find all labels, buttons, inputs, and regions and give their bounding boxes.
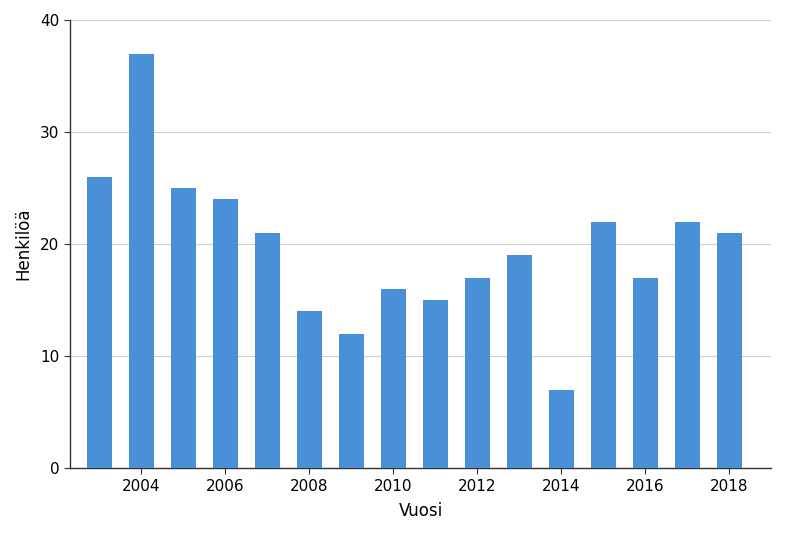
Bar [633,278,658,468]
Bar [674,222,699,468]
X-axis label: Vuosi: Vuosi [399,502,443,520]
Bar [213,199,238,468]
Bar [422,300,448,468]
Bar [465,278,490,468]
Bar [549,390,574,468]
Bar [171,188,196,468]
Bar [338,334,364,468]
Bar [129,53,154,468]
Bar [590,222,615,468]
Bar [87,177,112,468]
Bar [506,255,531,468]
Bar [717,233,742,468]
Bar [255,233,280,468]
Bar [381,289,406,468]
Bar [297,311,322,468]
Y-axis label: Henkilöä: Henkilöä [14,208,32,280]
